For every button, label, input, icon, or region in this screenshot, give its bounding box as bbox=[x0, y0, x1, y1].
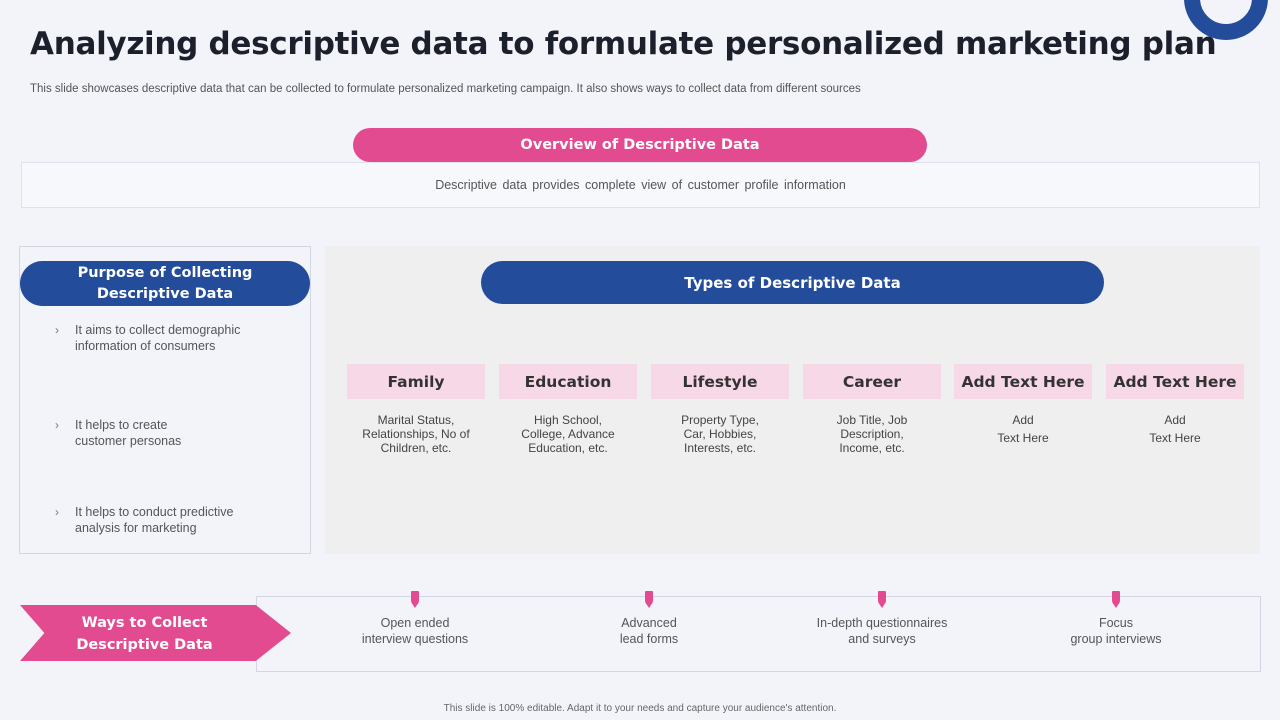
purpose-item: › It helps to conduct predictive analysi… bbox=[55, 504, 285, 536]
type-desc-line: College, Advance bbox=[521, 427, 615, 441]
chevron-right-icon: › bbox=[55, 505, 59, 519]
way-item-line1: Advanced bbox=[621, 616, 677, 630]
pin-marker-icon bbox=[878, 591, 886, 609]
purpose-item-line2: analysis for marketing bbox=[75, 521, 197, 535]
overview-heading: Overview of Descriptive Data bbox=[353, 128, 927, 162]
purpose-item-line1: It helps to create bbox=[75, 418, 168, 432]
purpose-item-line1: It helps to conduct predictive bbox=[75, 505, 234, 519]
page-title: Analyzing descriptive data to formulate … bbox=[30, 26, 1217, 62]
type-label-placeholder-1: Add Text Here bbox=[954, 364, 1092, 399]
purpose-heading: Purpose of Collecting Descriptive Data bbox=[20, 261, 310, 306]
type-desc-line: High School, bbox=[533, 413, 603, 427]
way-item-line1: Focus bbox=[1098, 616, 1134, 630]
type-label-family: Family bbox=[347, 364, 485, 399]
type-desc-line: Add bbox=[1012, 413, 1034, 427]
overview-text: Descriptive data provides complete view … bbox=[435, 178, 846, 192]
way-item-line2: interview questions bbox=[361, 632, 469, 646]
ways-arrow-banner bbox=[20, 605, 291, 661]
purpose-item: › It aims to collect demographic informa… bbox=[55, 322, 285, 354]
type-desc-line: Children, etc. bbox=[380, 441, 452, 455]
way-item-line2: group interviews bbox=[1070, 632, 1162, 646]
purpose-item: › It helps to create customer personas bbox=[55, 417, 285, 449]
page-subtitle: This slide showcases descriptive data th… bbox=[30, 83, 861, 95]
ways-heading-line2: Descriptive Data bbox=[76, 637, 213, 653]
type-desc-line: Text Here bbox=[997, 431, 1049, 445]
type-desc-line: Description, bbox=[840, 427, 904, 441]
ways-heading: Ways to Collect Descriptive Data bbox=[37, 612, 252, 656]
type-desc-family: Marital Status, Relationships, No of Chi… bbox=[347, 413, 485, 455]
overview-box bbox=[21, 162, 1260, 208]
type-desc-line: Add bbox=[1164, 413, 1186, 427]
purpose-heading-line2: Descriptive Data bbox=[96, 285, 234, 302]
chevron-right-icon: › bbox=[55, 418, 59, 432]
pin-marker-icon bbox=[645, 591, 653, 609]
types-heading: Types of Descriptive Data bbox=[481, 261, 1104, 304]
type-desc-line: Relationships, No of bbox=[362, 427, 470, 441]
type-desc-line: Marital Status, bbox=[377, 413, 455, 427]
type-desc-career: Job Title, Job Description, Income, etc. bbox=[803, 413, 941, 455]
pin-marker-icon bbox=[411, 591, 419, 609]
type-desc-placeholder-1: Add Text Here bbox=[954, 411, 1092, 447]
type-desc-line: Car, Hobbies, bbox=[683, 427, 757, 441]
way-item: In-depth questionnaires and surveys bbox=[782, 615, 982, 647]
type-desc-lifestyle: Property Type, Car, Hobbies, Interests, … bbox=[651, 413, 789, 455]
type-label-education: Education bbox=[499, 364, 637, 399]
purpose-heading-line1: Purpose of Collecting bbox=[77, 264, 253, 281]
way-item-line2: lead forms bbox=[619, 632, 679, 646]
ways-heading-line1: Ways to Collect bbox=[81, 615, 208, 631]
purpose-item-line2: information of consumers bbox=[75, 339, 216, 353]
type-label-placeholder-2: Add Text Here bbox=[1106, 364, 1244, 399]
pin-marker-icon bbox=[1112, 591, 1120, 609]
type-desc-education: High School, College, Advance Education,… bbox=[499, 413, 637, 455]
way-item-line2: and surveys bbox=[848, 632, 916, 646]
type-desc-line: Education, etc. bbox=[528, 441, 608, 455]
type-desc-line: Job Title, Job bbox=[836, 413, 908, 427]
way-item: Open ended interview questions bbox=[315, 615, 515, 647]
way-item-line1: In-depth questionnaires bbox=[816, 616, 948, 630]
purpose-item-line1: It aims to collect demographic bbox=[75, 323, 241, 337]
chevron-right-icon: › bbox=[55, 323, 59, 337]
type-desc-line: Property Type, bbox=[681, 413, 759, 427]
footer-note: This slide is 100% editable. Adapt it to… bbox=[443, 703, 837, 714]
type-desc-line: Text Here bbox=[1149, 431, 1201, 445]
type-label-career: Career bbox=[803, 364, 941, 399]
type-desc-line: Interests, etc. bbox=[683, 441, 757, 455]
way-item: Focus group interviews bbox=[1016, 615, 1216, 647]
way-item-line1: Open ended bbox=[380, 616, 450, 630]
type-label-lifestyle: Lifestyle bbox=[651, 364, 789, 399]
purpose-item-line2: customer personas bbox=[75, 434, 182, 448]
type-desc-line: Income, etc. bbox=[839, 441, 905, 455]
type-desc-placeholder-2: Add Text Here bbox=[1106, 411, 1244, 447]
way-item: Advanced lead forms bbox=[549, 615, 749, 647]
